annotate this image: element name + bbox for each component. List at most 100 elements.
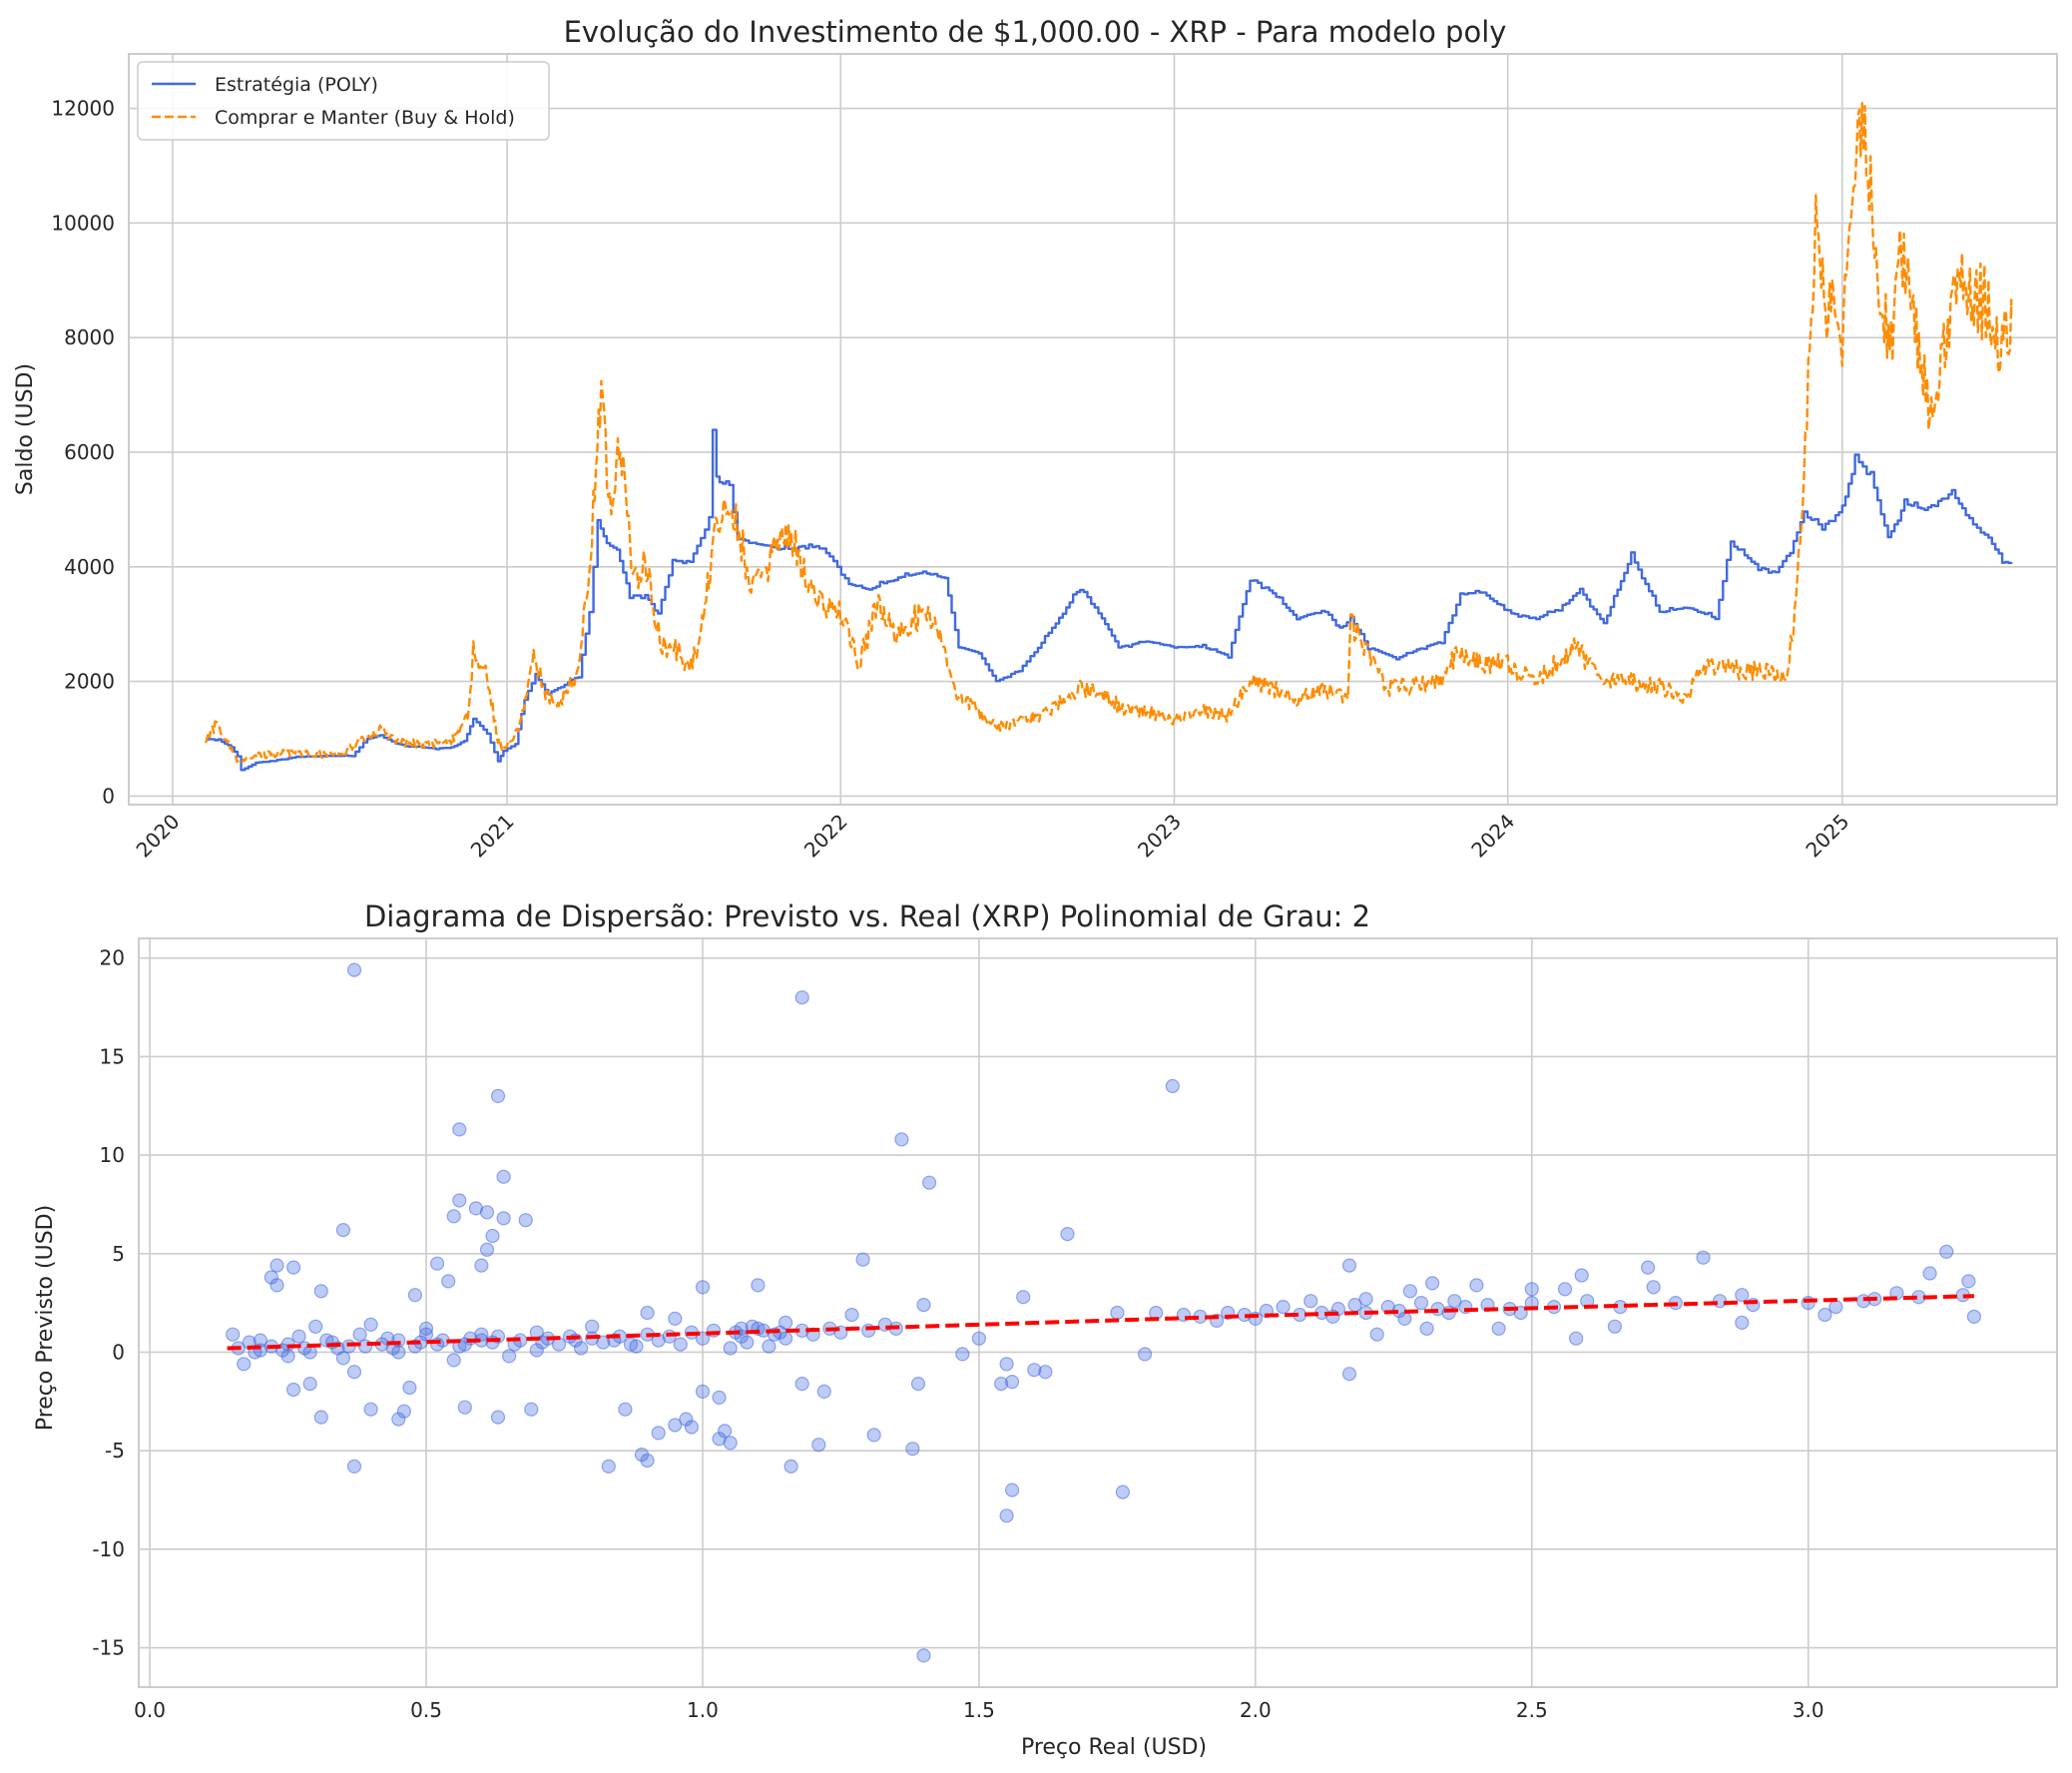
scatter-point: [496, 1169, 511, 1184]
regression-line: [227, 1294, 1974, 1351]
scatter-point: [844, 1307, 859, 1323]
scatter-point: [1574, 1268, 1589, 1283]
legend-label-buy-hold: Comprar e Manter (Buy & Hold): [215, 107, 515, 129]
scatter-point: [1524, 1282, 1539, 1297]
line-chart-legend: Estratégia (POLY) Comprar e Manter (Buy …: [137, 61, 550, 141]
scatter-chart-grid: [139, 938, 2057, 1687]
scatter-point: [866, 1428, 881, 1443]
y-tick-label: 0: [102, 784, 115, 808]
scatter-point: [783, 1459, 798, 1475]
scatter-point: [794, 990, 809, 1005]
scatter-point: [313, 1284, 328, 1299]
scatter-point: [916, 1648, 931, 1663]
scatter-chart-xlabel: Preço Real (USD): [1021, 1735, 1207, 1760]
line-chart-ylabel: Saldo (USD): [13, 363, 38, 495]
scatter-chart-ylabel: Preço Previsto (USD): [33, 1205, 58, 1431]
scatter-point: [955, 1347, 970, 1362]
y-tick-label: -15: [92, 1636, 125, 1660]
scatter-point: [905, 1442, 920, 1457]
scatter-point: [684, 1420, 700, 1435]
scatter-point: [1004, 1374, 1020, 1390]
scatter-point: [502, 1349, 517, 1364]
scatter-point: [479, 1205, 495, 1220]
legend-label-strategy: Estratégia (POLY): [215, 74, 378, 96]
scatter-point: [1735, 1315, 1750, 1331]
scatter-point: [717, 1424, 733, 1439]
scatter-point: [430, 1256, 445, 1271]
scatter-point: [418, 1321, 434, 1336]
scatter-point: [286, 1260, 301, 1275]
scatter-point: [1027, 1363, 1042, 1378]
line-chart-frame: [128, 53, 2058, 806]
scatter-point: [308, 1319, 323, 1334]
scatter-point: [1165, 1078, 1180, 1094]
scatter-point: [291, 1329, 306, 1344]
scatter-chart-title: Diagrama de Dispersão: Previsto vs. Real…: [364, 899, 1370, 933]
scatter-point: [723, 1436, 738, 1451]
scatter-point: [1424, 1276, 1440, 1291]
scatter-point: [596, 1335, 611, 1350]
scatter-point: [1004, 1482, 1020, 1497]
scatter-point: [346, 962, 362, 977]
line-chart-panel: Evolução do Investimento de $1,000.00 - …: [13, 15, 2058, 863]
scatter-point: [1441, 1305, 1456, 1321]
scatter-point: [1369, 1327, 1384, 1342]
scatter-point: [921, 1175, 937, 1190]
scatter-point: [352, 1327, 367, 1342]
scatter-point: [391, 1412, 406, 1427]
scatter-point: [490, 1088, 506, 1104]
x-tick-label: 3.0: [1793, 1698, 1824, 1722]
y-tick-label: 6000: [64, 440, 115, 464]
scatter-point: [1038, 1365, 1053, 1380]
scatter-point: [1347, 1297, 1362, 1313]
scatter-point: [524, 1402, 539, 1417]
scatter-point: [816, 1384, 831, 1400]
scatter-point: [269, 1278, 284, 1293]
scatter-point: [1358, 1292, 1373, 1307]
scatter-point: [668, 1418, 683, 1433]
scatter-point: [346, 1365, 362, 1380]
scatter-point: [601, 1459, 616, 1475]
scatter-point: [1276, 1299, 1291, 1315]
scatter-point: [1341, 1258, 1357, 1273]
y-tick-label: 20: [100, 946, 125, 970]
scatter-point: [1469, 1278, 1484, 1293]
x-tick-label: 1.5: [963, 1698, 995, 1722]
scatter-chart-frame: [138, 937, 2058, 1688]
scatter-point: [910, 1376, 926, 1392]
scatter-point: [1137, 1347, 1153, 1362]
scatter-point: [358, 1339, 373, 1354]
scatter-point: [490, 1410, 506, 1425]
scatter-point: [302, 1376, 317, 1392]
line-chart-grid: [129, 54, 2057, 805]
scatter-point: [999, 1508, 1014, 1523]
scatter-point: [623, 1337, 639, 1352]
scatter-point: [1828, 1299, 1843, 1315]
scatter-point: [651, 1426, 666, 1441]
scatter-point: [1607, 1319, 1623, 1334]
series-line-0: [205, 428, 2013, 772]
scatter-point: [1402, 1284, 1418, 1299]
scatter-point: [679, 1412, 694, 1427]
scatter-point: [1447, 1294, 1462, 1309]
y-tick-label: -5: [105, 1439, 125, 1463]
scatter-point: [1303, 1294, 1318, 1309]
y-tick-label: 5: [112, 1242, 125, 1266]
scatter-point: [237, 1357, 252, 1372]
scatter-point: [971, 1331, 987, 1346]
scatter-point: [1801, 1295, 1815, 1311]
scatter-point: [485, 1228, 500, 1244]
x-tick-label: 1.0: [687, 1698, 719, 1722]
scatter-point: [396, 1404, 411, 1419]
scatter-point: [1110, 1305, 1125, 1321]
scatter-point: [695, 1384, 711, 1400]
scatter-point: [226, 1327, 241, 1342]
scatter-point: [496, 1211, 511, 1226]
x-tick-label: 0.5: [410, 1698, 442, 1722]
y-tick-label: 8000: [64, 325, 115, 349]
scatter-point: [1646, 1280, 1661, 1295]
scatter-point: [629, 1339, 644, 1354]
y-tick-label: 10: [100, 1143, 125, 1167]
scatter-point: [446, 1353, 461, 1368]
